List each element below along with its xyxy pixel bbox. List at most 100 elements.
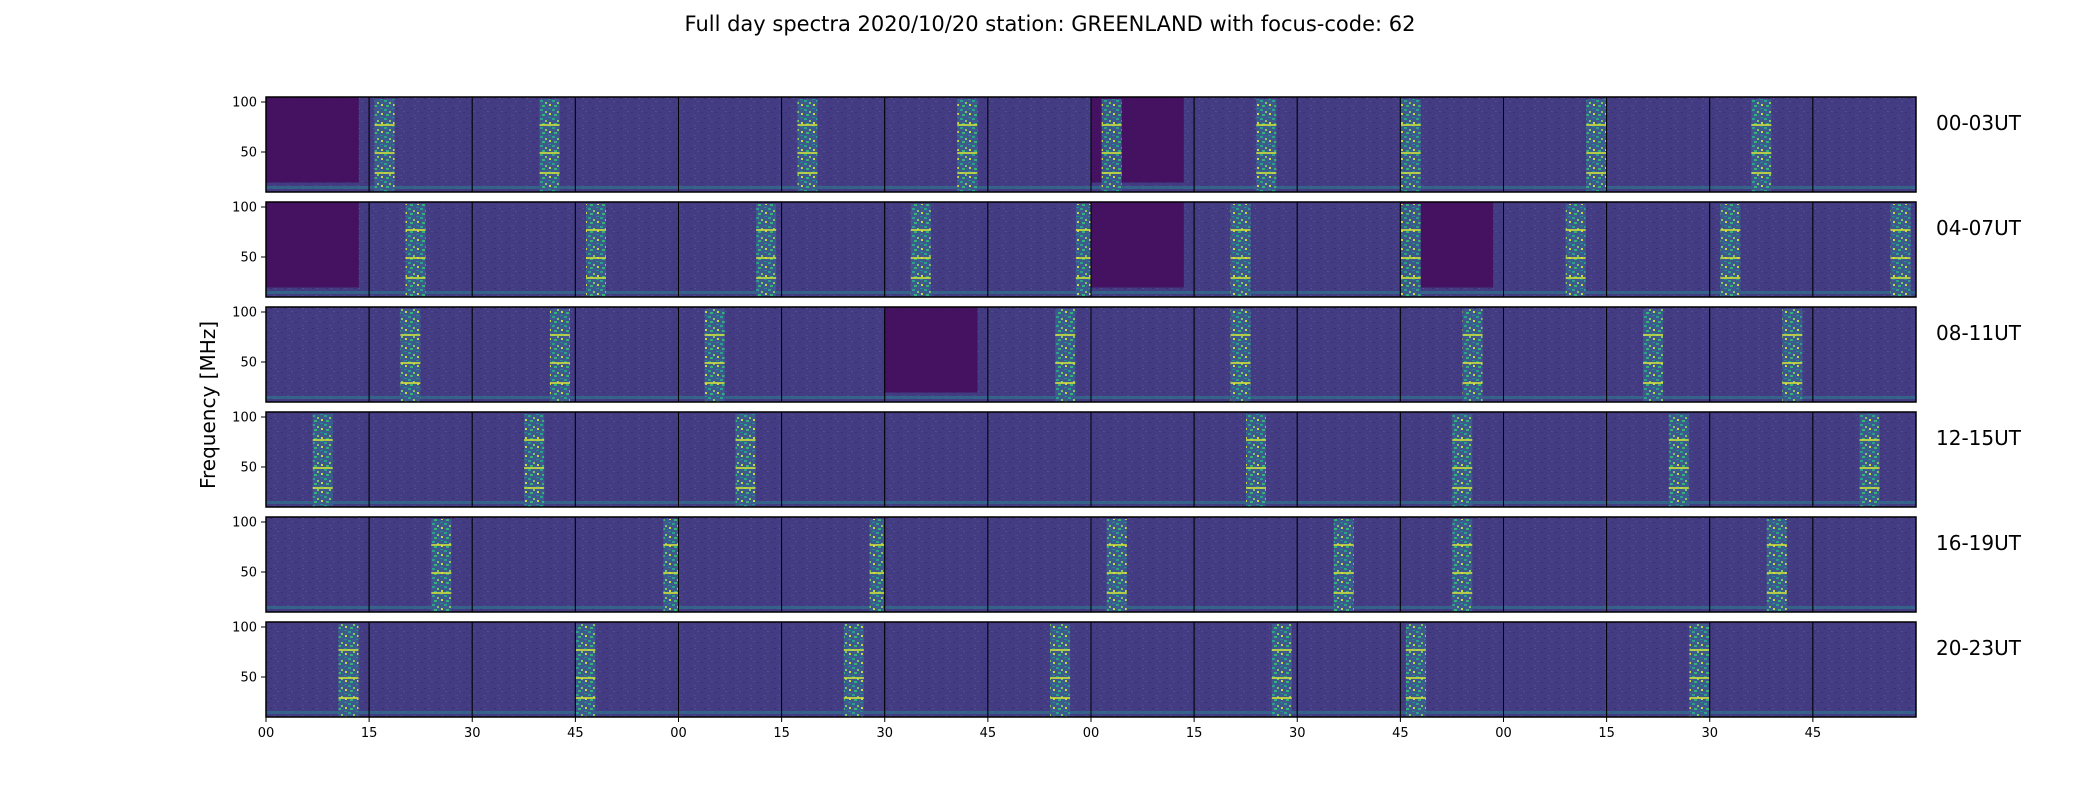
quiet-region <box>266 97 359 183</box>
panel-background <box>472 97 576 192</box>
burst-stripe <box>586 257 606 259</box>
low-freq-band <box>987 186 1091 189</box>
spectrum-panel <box>471 411 576 508</box>
low-freq-band <box>1400 606 1504 609</box>
spectrum-panel <box>1399 201 1504 298</box>
burst-stripe <box>1075 277 1091 279</box>
panel-background <box>781 517 885 612</box>
low-freq-band <box>884 606 988 609</box>
burst-stripe <box>549 334 570 336</box>
spectrum-panel <box>987 201 1092 298</box>
spectrum-panel <box>1812 96 1917 193</box>
low-freq-band <box>884 501 988 504</box>
low-freq-band <box>678 501 782 504</box>
low-freq-band <box>1503 186 1607 189</box>
burst-stripe <box>1230 362 1251 364</box>
burst-stripe <box>524 439 545 441</box>
spectrum-panel <box>1193 621 1298 718</box>
radio-burst <box>1586 99 1607 192</box>
spectrum-panel <box>1193 201 1298 298</box>
burst-stripe <box>1106 592 1127 594</box>
spectrum-panel <box>265 306 370 403</box>
burst-stripe <box>374 172 395 174</box>
radio-burst <box>1452 519 1473 612</box>
low-freq-band <box>1194 186 1298 189</box>
low-freq-band <box>987 711 1091 714</box>
low-freq-band <box>575 291 679 294</box>
spectrum-panel <box>1503 516 1608 613</box>
burst-stripe <box>1405 649 1426 651</box>
x-axis: 00 15 30 45 00 15 30 45 00 15 30 45 00 15 30 45 <box>258 717 1821 741</box>
low-freq-band <box>266 606 370 609</box>
burst-stripe <box>1271 697 1292 699</box>
panel-background <box>1400 517 1504 612</box>
radio-burst <box>1271 624 1292 717</box>
low-freq-band <box>884 396 988 399</box>
burst-stripe <box>1230 382 1251 384</box>
low-freq-band <box>1606 711 1710 714</box>
burst-stripe <box>1452 544 1473 546</box>
burst-stripe <box>843 697 864 699</box>
row-frame <box>265 411 1917 508</box>
radio-burst <box>910 204 931 297</box>
panel-background <box>1297 622 1401 717</box>
low-freq-band <box>1503 606 1607 609</box>
burst-stripe <box>1055 362 1076 364</box>
low-freq-band <box>781 396 885 399</box>
spectrum-panel <box>1296 411 1401 508</box>
panel-background <box>1091 307 1195 402</box>
spectrum-panel <box>781 516 886 613</box>
burst-stripe <box>1101 124 1122 126</box>
radio-burst <box>586 204 606 297</box>
spectrum-panel <box>678 411 783 508</box>
radio-burst <box>663 519 679 612</box>
burst-stripe <box>756 257 777 259</box>
burst-stripe <box>1766 544 1787 546</box>
radio-burst <box>1766 519 1787 612</box>
panel-background <box>678 622 782 717</box>
spectrum-panel <box>781 306 886 403</box>
burst-stripe <box>869 544 885 546</box>
spectrum-panel <box>1503 201 1608 298</box>
panel-background <box>575 517 679 612</box>
spectrum-panel <box>368 621 473 718</box>
quiet-region <box>266 202 359 288</box>
radio-burst <box>1668 414 1689 507</box>
spectrum-panel <box>1296 201 1401 298</box>
spectrum-panel <box>1399 516 1504 613</box>
low-freq-band <box>781 291 885 294</box>
burst-stripe <box>1400 124 1421 126</box>
spectrum-panel <box>987 411 1092 508</box>
y-tick-label: 100 <box>232 96 257 111</box>
spectrum-panel <box>678 96 783 193</box>
x-tick-label: 30 <box>876 726 893 741</box>
spectrum-panel <box>1606 201 1711 298</box>
low-freq-band <box>1812 396 1916 399</box>
burst-stripe <box>1452 592 1473 594</box>
burst-stripe <box>1256 152 1277 154</box>
spectrum-panel <box>1709 411 1814 508</box>
x-tick-label: 45 <box>980 726 997 741</box>
quiet-region <box>884 307 978 393</box>
spectrum-panel <box>1812 516 1917 613</box>
y-tick-label: 50 <box>240 356 257 371</box>
burst-stripe <box>1333 592 1354 594</box>
radio-burst <box>1106 519 1127 612</box>
burst-stripe <box>1075 229 1091 231</box>
spectra-row: 100 50 08-11UT <box>232 306 2022 403</box>
burst-stripe <box>1689 697 1710 699</box>
burst-stripe <box>1890 229 1911 231</box>
x-tick-label: 00 <box>258 726 275 741</box>
burst-stripe <box>1246 487 1266 489</box>
panel-background <box>987 412 1091 507</box>
x-tick-label: 00 <box>1495 726 1512 741</box>
x-tick-label: 15 <box>773 726 790 741</box>
low-freq-band <box>678 606 782 609</box>
burst-stripe <box>400 362 421 364</box>
burst-stripe <box>1782 362 1803 364</box>
panel-background <box>884 202 988 297</box>
burst-stripe <box>539 124 560 126</box>
burst-stripe <box>1586 124 1607 126</box>
low-freq-band <box>1709 291 1813 294</box>
burst-stripe <box>663 544 679 546</box>
